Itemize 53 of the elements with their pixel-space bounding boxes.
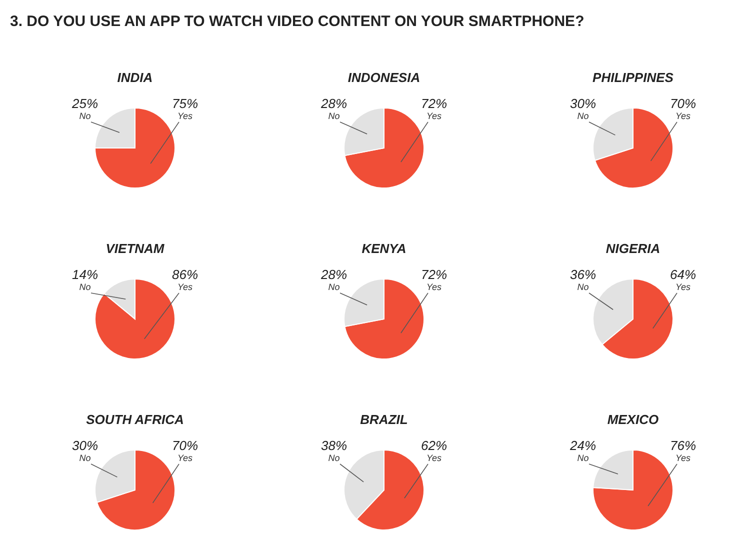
slice-label: Yes (177, 453, 194, 463)
chart-title: NIGERIA (606, 241, 660, 256)
pie-slice (594, 108, 674, 188)
chart-title: KENYA (362, 241, 406, 256)
slice-label: No (577, 111, 589, 121)
data-label: 28% (320, 267, 348, 282)
slice-label: No (328, 282, 340, 292)
data-label: 14% (72, 267, 98, 282)
pie-slice (344, 278, 424, 360)
slice-label: No (79, 453, 91, 463)
pie-slice (96, 450, 176, 530)
data-label: 70% (172, 438, 198, 453)
slice-label: Yes (177, 282, 194, 292)
slice-label: No (79, 282, 91, 292)
slice-label: No (328, 453, 340, 463)
slice-label: Yes (426, 453, 442, 463)
chart-title: SOUTH AFRICA (86, 412, 184, 427)
chart-title: INDIA (117, 70, 153, 85)
data-label: 72% (420, 96, 448, 111)
data-label: 76% (670, 438, 696, 453)
data-label: 28% (320, 96, 348, 111)
pie-slice (94, 108, 176, 188)
slice-label: No (79, 111, 91, 121)
slice-label: Yes (426, 282, 442, 292)
data-label: 25% (70, 96, 98, 111)
data-label: 72% (420, 267, 448, 282)
data-label: 38% (320, 438, 348, 453)
slice-label: No (577, 453, 589, 463)
data-label: 86% (172, 267, 198, 282)
chart-title: INDONESIA (348, 70, 420, 85)
chart-title: VIETNAM (106, 241, 166, 256)
slice-label: Yes (675, 453, 692, 463)
data-label: 64% (670, 267, 696, 282)
data-label: 30% (72, 438, 98, 453)
slice-label: Yes (675, 282, 692, 292)
chart-title: MEXICO (607, 412, 659, 427)
data-label: 75% (172, 96, 198, 111)
data-label: 62% (420, 438, 448, 453)
data-label: 24% (568, 438, 596, 453)
pie-slice (344, 108, 424, 188)
data-label: 36% (570, 267, 596, 282)
chart-title: BRAZIL (360, 412, 408, 427)
data-label: 30% (570, 96, 596, 111)
data-label: 70% (670, 96, 696, 111)
chart-title: PHILIPPINES (592, 70, 674, 85)
slice-label: No (328, 111, 340, 121)
pie-slice (94, 278, 176, 360)
slice-label: No (577, 282, 589, 292)
slice-label: Yes (426, 111, 442, 121)
slice-label: Yes (177, 111, 194, 121)
slice-label: Yes (675, 111, 692, 121)
text: 3. DO YOU USE AN APP TO WATCH VIDEO CONTENT ON YOUR SMARTPHONE? (10, 13, 584, 30)
pie-slice (592, 450, 674, 530)
